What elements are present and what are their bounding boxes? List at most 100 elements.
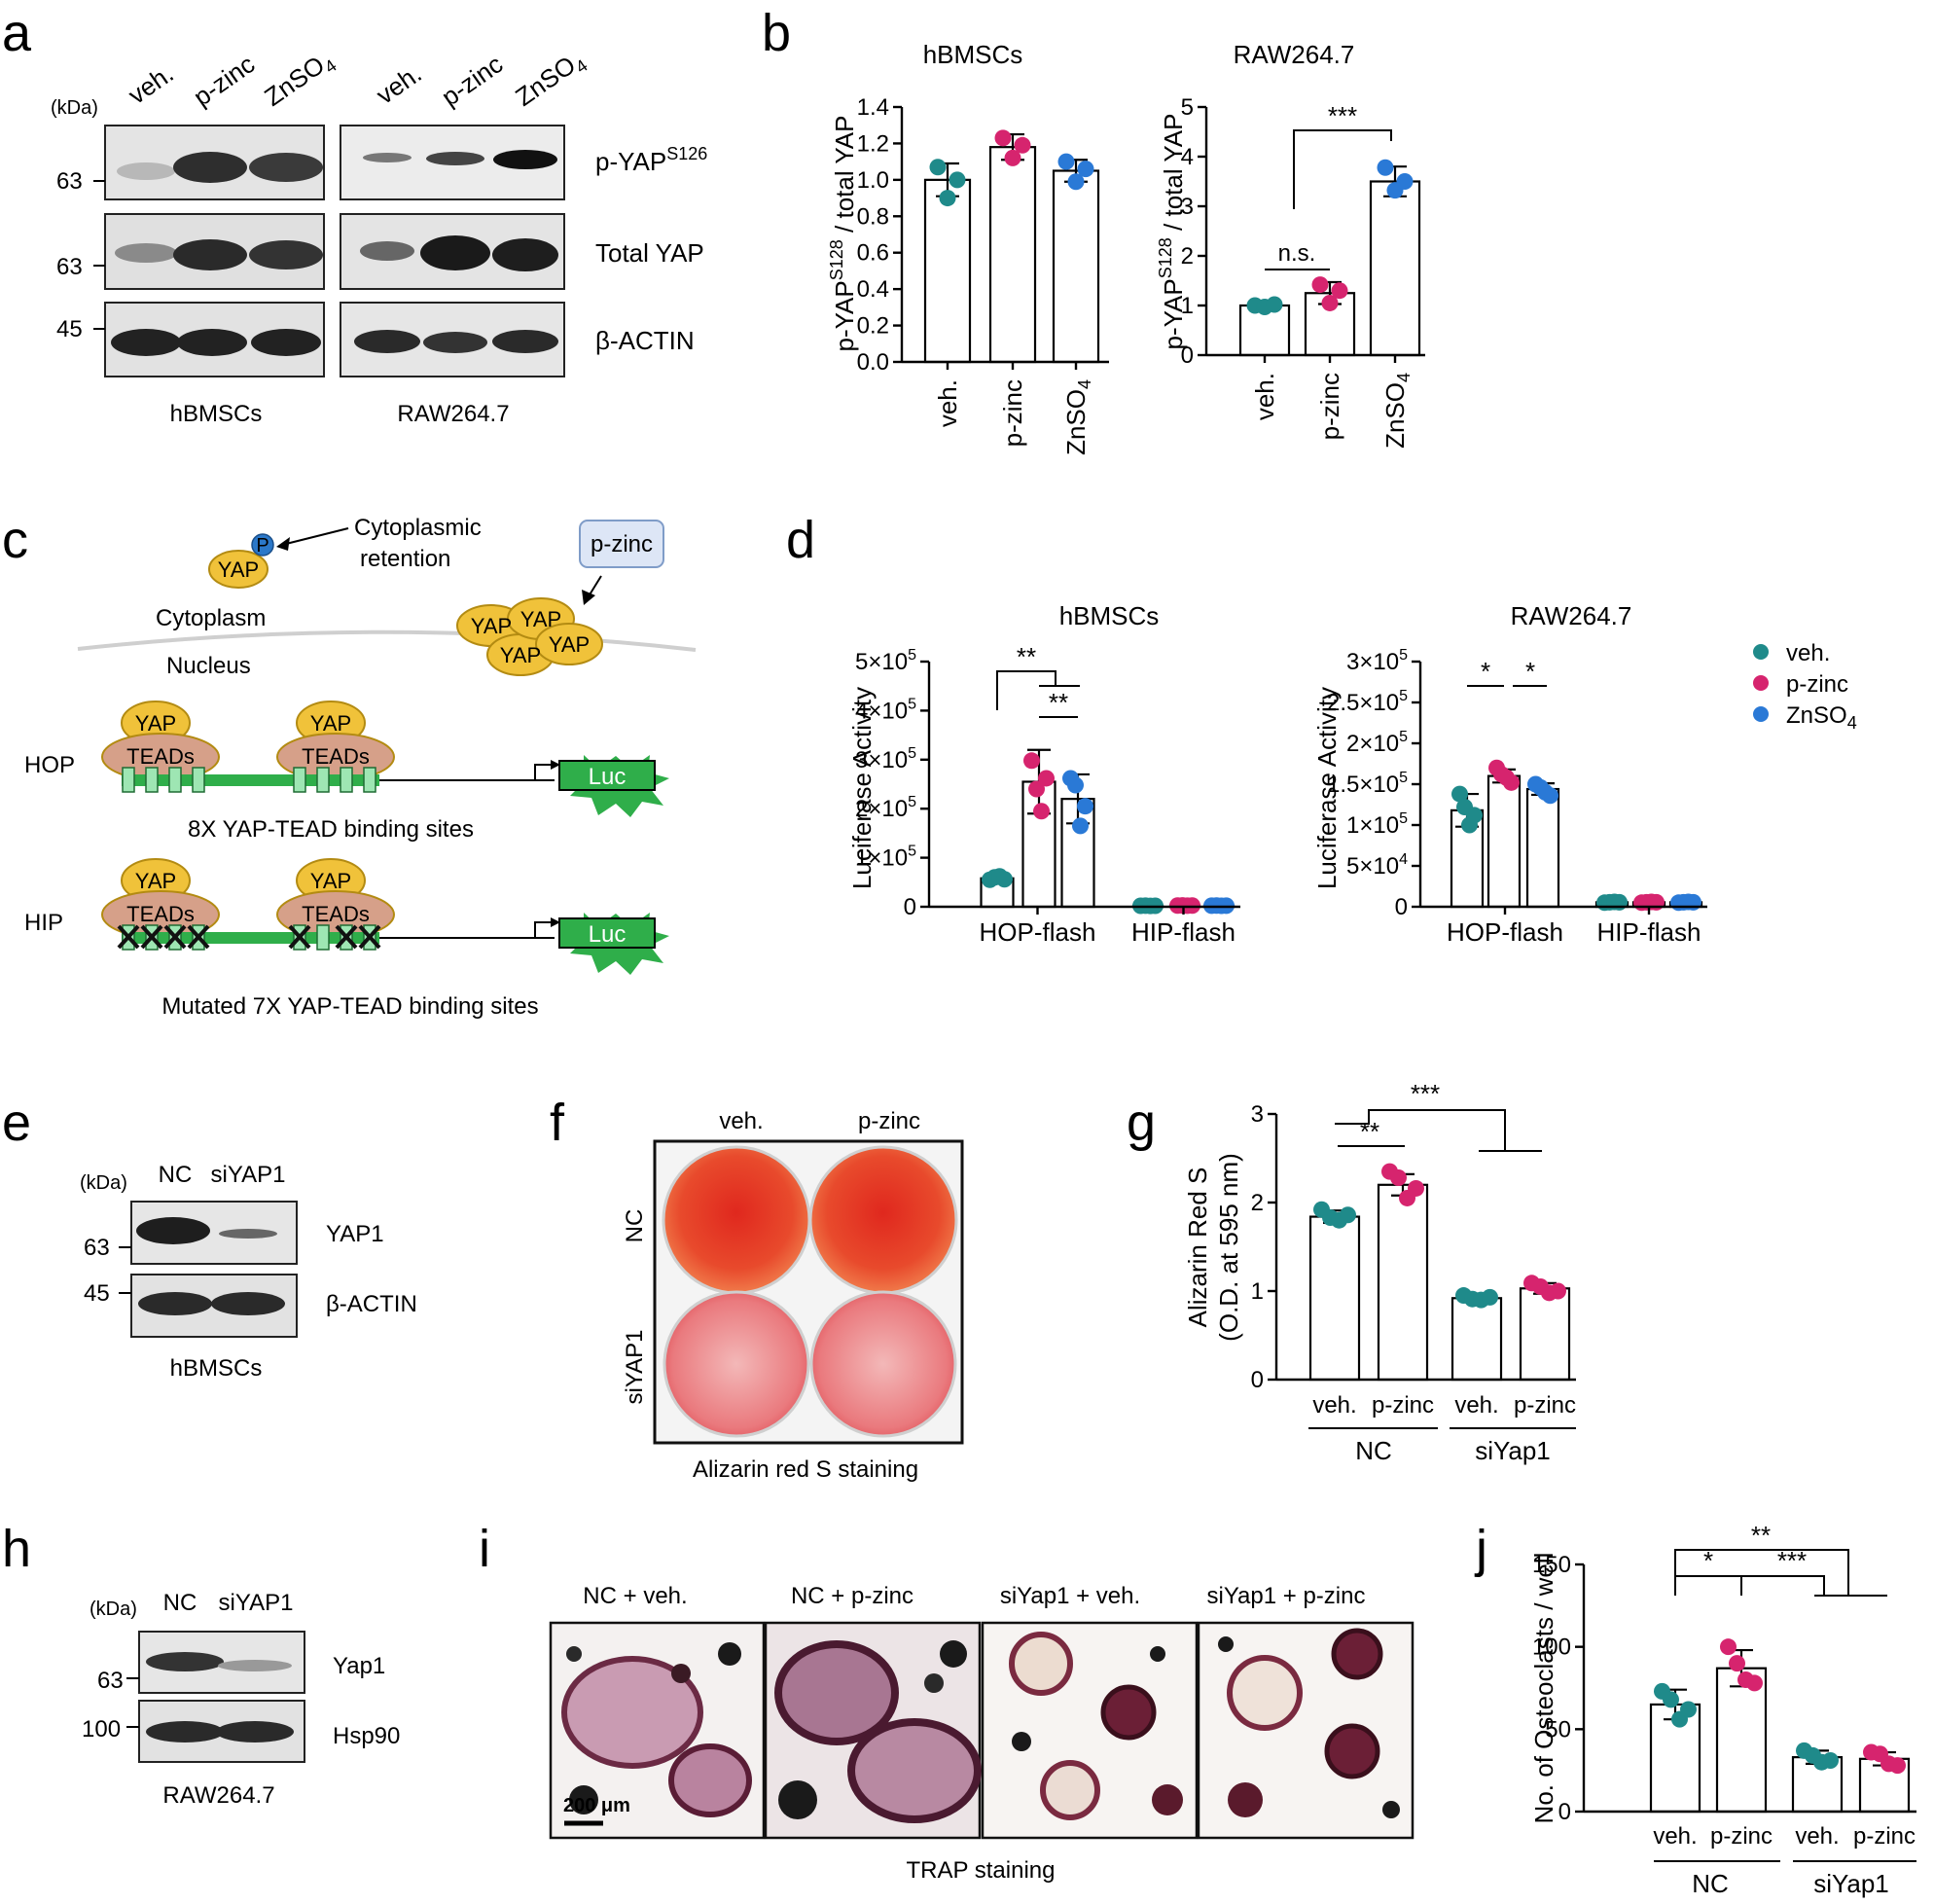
svg-text:YAP: YAP xyxy=(135,711,176,736)
hop-construct: HOP YAP YAP TEADs TEADs Luc 8X YAP-TEAD … xyxy=(24,701,669,843)
image-title: siYap1 + p-zinc xyxy=(1207,1583,1366,1609)
y-tick-label: 0.8 xyxy=(857,203,889,230)
chart-title: RAW264.7 xyxy=(1511,601,1632,630)
chart-g: 0 1 2 3 Alizarin Red S(O.D. at 595 nm) veh. p-… xyxy=(1183,1079,1576,1465)
blot-band xyxy=(492,238,558,271)
x-tick-label: veh. xyxy=(1250,373,1279,420)
panel-e: e (kDa) NC siYAP1 63 45 YAP1 β-ACTIN hBM… xyxy=(2,1094,417,1382)
chart-d-raw: RAW264.7 0 5×104 1×105 1.5×105 2×105 2.5×105 3×… xyxy=(1312,601,1707,947)
band-label: Hsp90 xyxy=(333,1723,400,1749)
svg-text:YAP: YAP xyxy=(471,614,512,638)
y-tick-label: 100 xyxy=(1532,1635,1571,1661)
data-point xyxy=(949,171,966,189)
scale-bar-label: 200 μm xyxy=(563,1795,630,1816)
y-axis-label: p-YAPS128 / total YAP xyxy=(827,116,859,352)
significance-label: ** xyxy=(1751,1521,1771,1550)
lane-label: veh. xyxy=(371,58,426,110)
panel-f: f veh. p-zinc NC siYAP1 Alizarin red S s… xyxy=(550,1094,964,1483)
blot-band xyxy=(493,150,557,169)
y-tick-label: 0 xyxy=(1558,1799,1571,1825)
svg-text:TEADs: TEADs xyxy=(126,902,195,926)
data-point xyxy=(1729,1655,1745,1672)
chart-b-hbmsc: hBMSCs 0.0 0.2 0.4 0.6 0.8 1.0 1.2 1.4p-YAPS128 … xyxy=(827,40,1109,455)
p-zinc-box xyxy=(579,520,664,568)
mw-marker: 45 xyxy=(56,316,83,342)
y-tick-label: 4 xyxy=(1181,144,1194,170)
panel-label-d: d xyxy=(786,511,815,569)
nuclear-membrane xyxy=(77,629,697,652)
y-tick-label: 1.2 xyxy=(857,130,889,157)
legend-label: ZnSO4 xyxy=(1786,702,1857,733)
mw-marker: 63 xyxy=(97,1668,124,1694)
blot-band xyxy=(211,1292,285,1315)
nucleus-label: Nucleus xyxy=(166,653,251,679)
bar xyxy=(1486,774,1522,909)
x-tick-label: p-zinc xyxy=(998,379,1027,447)
band-label: p-YAPS126 xyxy=(595,144,707,176)
y-tick-label: 50 xyxy=(1545,1716,1571,1742)
y-tick-label: 150 xyxy=(1532,1552,1571,1578)
y-axis-label: p-YAPS128 / total YAP xyxy=(1156,114,1188,350)
blot-band xyxy=(249,240,323,269)
chart-title: RAW264.7 xyxy=(1234,40,1355,69)
panel-label-g: g xyxy=(1127,1094,1156,1152)
data-point xyxy=(1033,803,1050,820)
blot-band xyxy=(146,1721,224,1742)
data-point xyxy=(929,159,947,176)
data-point xyxy=(1077,161,1094,178)
data-point xyxy=(1408,1179,1424,1197)
row-label: NC xyxy=(622,1209,648,1243)
y-tick-label: 5 xyxy=(1181,94,1194,121)
yap-protein xyxy=(208,550,269,589)
svg-text:TEADs: TEADs xyxy=(302,744,370,769)
blot-band xyxy=(423,332,487,353)
trap-image xyxy=(764,1621,982,1840)
lane-label: p-zinc xyxy=(436,50,508,112)
y-tick-label: 1 xyxy=(1251,1278,1264,1305)
legend-label: p-zinc xyxy=(1786,671,1848,698)
trap-image xyxy=(1197,1621,1415,1840)
y-tick-label: 0 xyxy=(1395,894,1408,920)
data-point xyxy=(1028,780,1045,798)
y-tick-label: 2.5×105 xyxy=(1327,688,1408,716)
data-point xyxy=(1340,1206,1356,1224)
blot-band xyxy=(216,1721,294,1742)
data-point xyxy=(1611,893,1628,911)
x-tick-label: veh. xyxy=(1312,1392,1356,1419)
svg-text:YAP: YAP xyxy=(135,869,176,893)
significance-label: * xyxy=(1703,1546,1713,1575)
luc-label: Luc xyxy=(589,764,627,790)
y-tick-label: 1.0 xyxy=(857,167,889,194)
retention-label: Cytoplasmic xyxy=(354,515,482,541)
blot-band xyxy=(426,152,484,165)
data-point xyxy=(1746,1674,1763,1692)
significance-bracket xyxy=(1674,1575,1742,1596)
data-point xyxy=(996,871,1013,888)
y-tick-label: 1.4 xyxy=(857,94,889,121)
band-label: β-ACTIN xyxy=(595,326,695,355)
data-point xyxy=(1482,1288,1498,1306)
y-axis-label: Luciferase Activity xyxy=(1312,687,1342,889)
chart-b-raw: RAW264.7 0 1 2 3 4 5p-YAPS128 / total YAP veh. p… xyxy=(1156,40,1425,449)
panel-label-a: a xyxy=(2,4,32,62)
kda-label: (kDa) xyxy=(80,1172,127,1194)
cell-label: hBMSCs xyxy=(170,1355,263,1382)
data-point xyxy=(1396,173,1414,190)
legend-marker xyxy=(1753,706,1769,722)
panel-label-e: e xyxy=(2,1094,31,1152)
panel-c: c YAP P Cytoplasmic retention Cytoplasm … xyxy=(2,511,697,1020)
lane-label: siYAP1 xyxy=(219,1590,294,1616)
svg-text:TEADs: TEADs xyxy=(126,744,195,769)
x-tick-label: ZnSO4 xyxy=(1380,373,1414,449)
lane-label: p-zinc xyxy=(188,50,260,112)
legend-label: veh. xyxy=(1786,640,1830,666)
col-label: veh. xyxy=(719,1108,763,1134)
lane-label: ZnSO4 xyxy=(259,45,340,116)
y-tick-label: 3×105 xyxy=(855,745,916,773)
mw-marker: 63 xyxy=(56,254,83,280)
x-tick-label: HOP-flash xyxy=(1447,917,1563,947)
bar xyxy=(1519,1287,1571,1382)
cell-label: RAW264.7 xyxy=(162,1782,274,1809)
data-point xyxy=(1648,893,1665,911)
